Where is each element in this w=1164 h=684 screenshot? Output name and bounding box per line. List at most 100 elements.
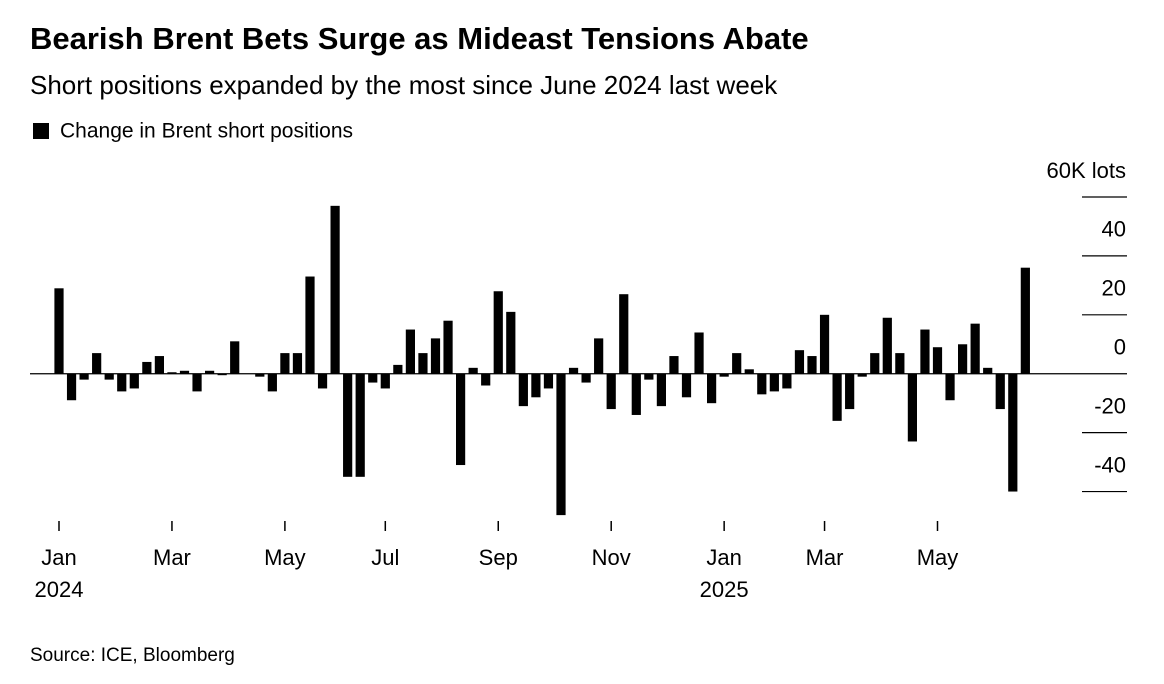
bar [807,356,817,374]
x-tick-label: Jul [371,545,399,570]
bar [945,373,955,401]
y-tick-label: 20 [1102,276,1126,301]
bar [1008,373,1018,492]
bar [694,332,704,374]
bar [343,373,353,477]
bar [468,367,478,374]
bar [631,373,641,415]
bar [531,373,541,398]
bar [719,373,729,377]
bar [393,364,403,374]
bar [832,373,842,421]
bar [129,373,139,389]
bar [920,329,930,374]
bar [619,294,629,374]
x-year-label: 2024 [35,577,84,602]
bar [280,353,290,374]
x-tick-label: Jan [41,545,76,570]
bar [970,323,980,374]
bar [443,320,453,374]
bar [418,353,428,374]
bar [932,347,943,374]
bar [456,373,466,466]
bar [995,373,1005,410]
bar [104,373,114,380]
bar [430,338,441,374]
bar [782,373,792,389]
x-tick-label: Mar [153,545,191,570]
bar [79,373,89,380]
bar [757,373,767,395]
bar [167,372,177,374]
bar [845,373,855,410]
bar [117,373,127,392]
bar [317,373,328,389]
bar [1020,267,1030,374]
bar [518,373,528,407]
bar [217,373,227,376]
bar [769,373,779,392]
chart-subtitle: Short positions expanded by the most sin… [30,70,778,100]
bar [568,367,579,374]
bar [66,373,77,401]
x-tick-label: May [264,545,306,570]
bar [669,356,679,374]
bar [556,373,566,516]
bar [958,344,968,374]
bar [481,373,491,386]
bar [493,291,503,374]
bar [506,311,516,374]
y-tick-label: -20 [1094,393,1126,418]
bar [54,288,64,374]
bar [405,329,415,374]
x-tick-label: Sep [479,545,518,570]
bar [380,373,390,389]
y-tick-label: -40 [1094,452,1126,477]
x-tick-label: May [917,545,959,570]
chart-title: Bearish Brent Bets Surge as Mideast Tens… [30,21,809,56]
bar [870,353,880,374]
x-tick-label: Nov [592,545,631,570]
bar [819,314,830,374]
source: Source: ICE, Bloomberg [30,645,235,666]
bar [857,373,867,377]
bar [907,373,917,442]
y-tick-label: 0 [1114,335,1126,360]
bar [732,353,742,374]
bar [267,373,277,392]
bar [179,370,190,374]
bar [656,373,666,407]
bar [205,370,215,374]
bar [983,367,993,374]
bar [292,353,303,374]
bar [330,205,340,374]
bar [255,373,265,377]
bar [794,350,805,374]
bar [368,373,378,383]
legend-label: Change in Brent short positions [60,120,353,143]
bar [895,353,905,374]
bar [644,373,654,380]
bar [543,373,554,389]
bar [707,373,717,404]
bar [92,353,102,374]
y-tick-label: 60K lots [1047,158,1127,183]
bar [581,373,591,383]
bar [305,276,315,374]
bar [355,373,365,477]
legend-swatch [33,123,49,139]
bar [606,373,616,410]
bar [230,341,240,374]
bar [744,369,754,374]
bar [882,317,892,374]
bar [154,356,164,374]
bar [192,373,202,392]
bar [142,361,152,374]
x-tick-label: Jan [706,545,741,570]
bar [681,373,692,398]
x-tick-label: Mar [806,545,844,570]
y-tick-label: 40 [1102,217,1126,242]
x-year-label: 2025 [700,577,749,602]
bar [594,338,604,374]
